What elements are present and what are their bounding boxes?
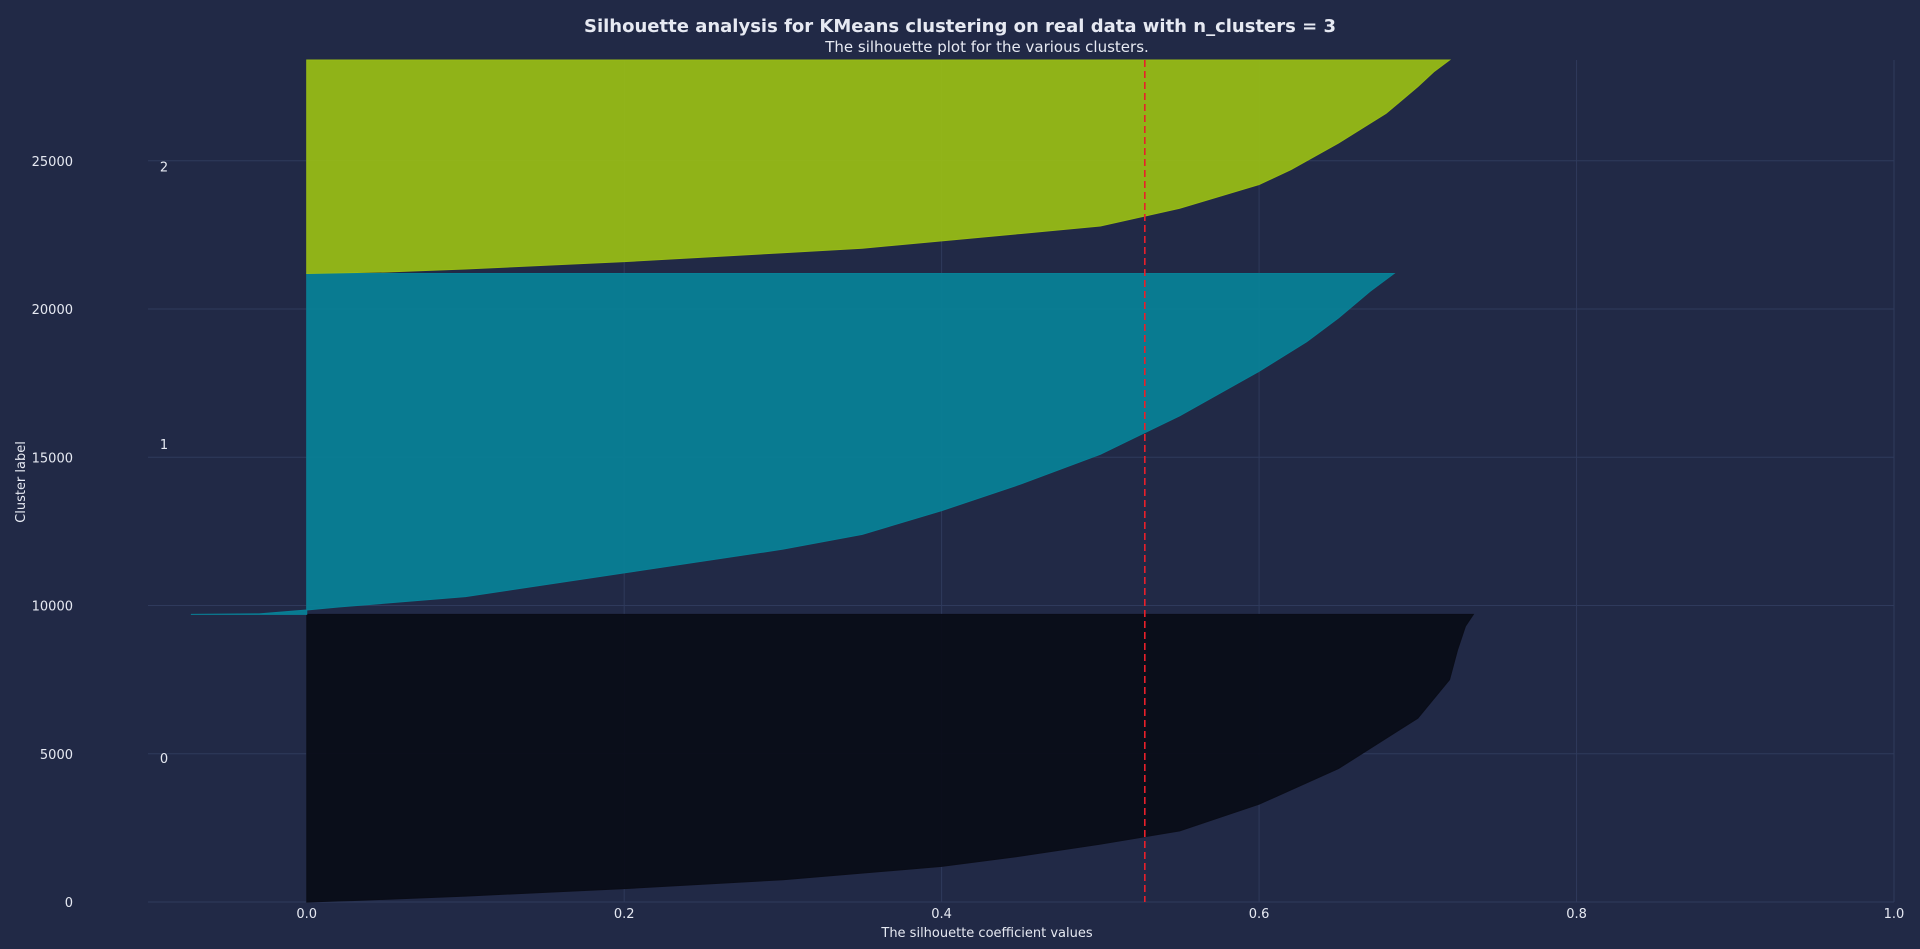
silhouette-cluster-2 [306, 59, 1452, 274]
y-tick-label: 5000 [40, 748, 73, 763]
cluster-labels: 0 1 2 [160, 161, 168, 767]
y-tick-label: 0 [65, 896, 73, 911]
x-tick-label: 0.8 [1566, 907, 1587, 922]
x-tick-label: 0.0 [296, 907, 317, 922]
silhouette-fills [190, 59, 1475, 903]
y-tick-labels: 0 5000 10000 15000 20000 25000 [32, 155, 73, 911]
chart-subtitle: The silhouette plot for the various clus… [824, 38, 1149, 56]
cluster-label-0: 0 [160, 752, 168, 767]
silhouette-cluster-1 [190, 272, 1396, 615]
y-axis-label: Cluster label [14, 441, 29, 523]
cluster-label-2: 2 [160, 161, 168, 176]
x-tick-label: 0.2 [614, 907, 635, 922]
y-tick-label: 10000 [32, 600, 73, 615]
x-tick-label: 0.4 [931, 907, 952, 922]
cluster-label-1: 1 [160, 438, 168, 453]
x-axis-label: The silhouette coefficient values [880, 926, 1092, 941]
y-tick-label: 15000 [32, 451, 73, 466]
chart-title: Silhouette analysis for KMeans clusterin… [584, 16, 1336, 37]
x-tick-labels: 0.0 0.2 0.4 0.6 0.8 1.0 [296, 907, 1904, 922]
silhouette-cluster-0 [306, 613, 1475, 903]
x-tick-label: 1.0 [1884, 907, 1905, 922]
x-tick-label: 0.6 [1249, 907, 1270, 922]
y-tick-label: 20000 [32, 303, 73, 318]
y-tick-label: 25000 [32, 155, 73, 170]
